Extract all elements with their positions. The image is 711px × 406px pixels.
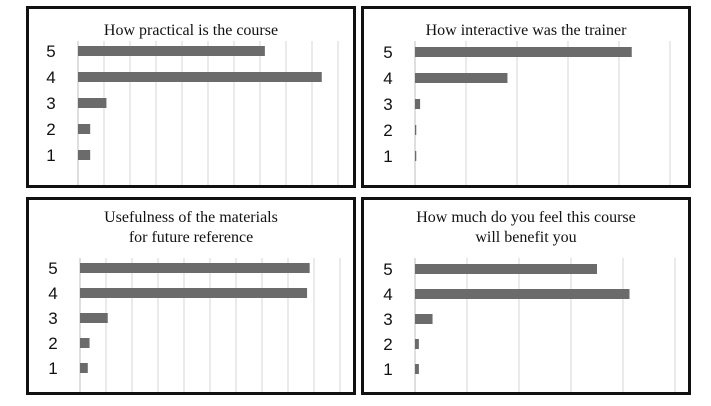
tick-label-4: 4: [383, 69, 392, 88]
bar-5: [415, 47, 632, 57]
bar-2: [415, 339, 419, 349]
chart-panel-materials: Usefulness of the materials for future r…: [26, 197, 356, 395]
bar-3: [415, 99, 421, 109]
bar-5: [80, 263, 310, 273]
chart-panel-benefit: How much do you feel this course will be…: [361, 197, 691, 395]
bar-chart-materials: 5 4 3 2 1: [48, 258, 341, 392]
bar-1: [415, 151, 417, 161]
tick-label-2: 2: [46, 120, 55, 139]
chart-title: How practical is the course: [29, 21, 353, 41]
tick-label-2: 2: [48, 334, 57, 353]
chart-title: How interactive was the trainer: [364, 21, 688, 41]
tick-label-4: 4: [48, 284, 57, 303]
tick-label-5: 5: [383, 260, 392, 279]
tick-label-4: 4: [46, 68, 55, 87]
tick-label-3: 3: [48, 309, 57, 328]
tick-label-3: 3: [383, 95, 392, 114]
chart-title-line-2: will benefit you: [475, 229, 577, 246]
bar-1: [415, 364, 419, 374]
tick-label-4: 4: [383, 285, 392, 304]
chart-panel-interactive: How interactive was the trainer 5 4 3 2 1: [361, 6, 691, 188]
chart-title-line-2: for future reference: [128, 229, 254, 246]
tick-label-5: 5: [46, 42, 55, 61]
bar-4: [78, 72, 322, 82]
bar-1: [78, 150, 91, 160]
bar-3: [78, 98, 107, 108]
bar-3: [80, 313, 108, 323]
bar-chart-practical: 5 4 3 2 1: [46, 41, 339, 185]
tick-label-2: 2: [383, 121, 392, 140]
chart-panel-practical: How practical is the course 5 4 3 2 1: [26, 6, 356, 188]
bar-5: [415, 264, 597, 274]
bar-chart-benefit: 5 4 3 2 1: [383, 258, 676, 392]
bar-2: [415, 125, 417, 135]
tick-label-5: 5: [383, 43, 392, 62]
chart-title-line: How interactive was the trainer: [425, 22, 627, 39]
bar-chart-interactive: 5 4 3 2 1: [383, 41, 671, 185]
bar-4: [415, 289, 630, 299]
chart-title: How much do you feel this course will be…: [364, 208, 688, 248]
bar-4: [415, 73, 508, 83]
tick-label-1: 1: [383, 360, 392, 379]
bar-2: [80, 338, 90, 348]
bar-5: [78, 46, 265, 56]
chart-title-line-1: How much do you feel this course: [416, 209, 636, 226]
tick-label-2: 2: [383, 335, 392, 354]
tick-label-1: 1: [48, 359, 57, 378]
bar-1: [80, 363, 88, 373]
chart-title-line: How practical is the course: [103, 22, 279, 39]
tick-label-1: 1: [46, 146, 55, 165]
chart-title-line-1: Usefulness of the materials: [104, 209, 278, 226]
chart-title: Usefulness of the materials for future r…: [29, 208, 353, 248]
bar-2: [78, 124, 91, 134]
tick-label-5: 5: [48, 259, 57, 278]
bar-3: [415, 314, 433, 324]
tick-label-1: 1: [383, 147, 392, 166]
bar-4: [80, 288, 308, 298]
tick-label-3: 3: [383, 310, 392, 329]
tick-label-3: 3: [46, 94, 55, 113]
